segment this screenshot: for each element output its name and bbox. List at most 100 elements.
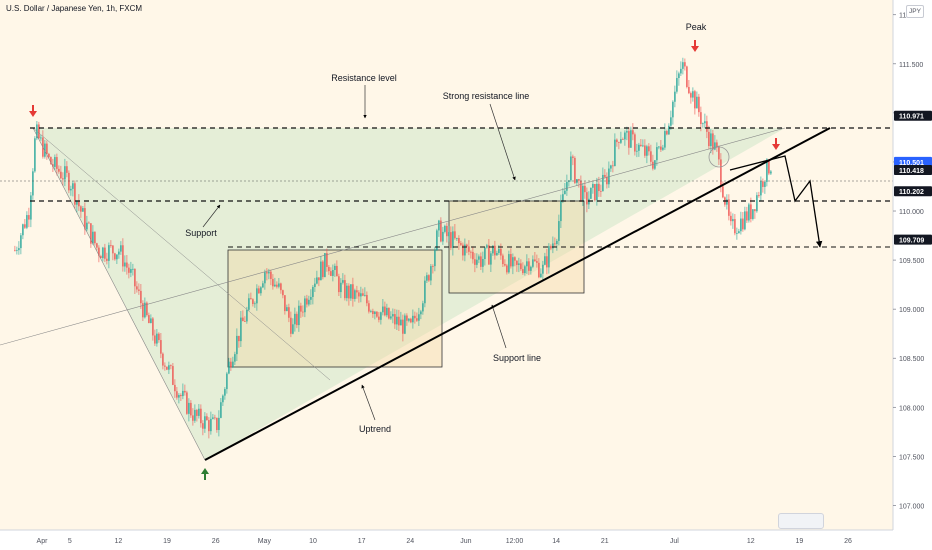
candle-body [194, 409, 196, 421]
tradingview-logo[interactable] [778, 513, 824, 529]
candle-body [362, 293, 364, 296]
candle-body [282, 290, 284, 296]
price-axis[interactable]: 112.000111.500111.000110.500110.000109.5… [893, 13, 924, 511]
channel-inner-line [32, 127, 331, 381]
candle-body [636, 150, 638, 152]
candle-body [164, 365, 166, 367]
red-arrow-icon [772, 138, 780, 150]
candle-body [58, 168, 60, 172]
candle-body [548, 246, 550, 268]
candle-body [196, 409, 198, 416]
candle-body [514, 257, 516, 261]
candle-body [400, 319, 402, 326]
x-tick-label: May [258, 538, 272, 545]
candle-body [168, 365, 170, 370]
price-tag-box [894, 110, 932, 121]
candle-body [702, 123, 704, 125]
time-axis[interactable]: Apr 5 12 19 26 May 10 17 24 Jun 12:00 14 21 Jul 12 19 26 [37, 538, 852, 545]
candle-body [120, 245, 122, 252]
candle-body [502, 255, 504, 265]
candle-body [664, 131, 666, 148]
candle-body [216, 417, 218, 431]
candle-body [80, 206, 82, 212]
candle-body [320, 261, 322, 281]
candle-body [376, 311, 378, 317]
candle-body [144, 302, 146, 318]
candle-body [564, 190, 566, 195]
candle-body [616, 139, 618, 143]
candle-body [258, 288, 260, 294]
candle-body [272, 278, 274, 287]
x-tick-label: Apr [37, 538, 49, 545]
candle-body [744, 211, 746, 230]
x-tick-label: 19 [163, 538, 171, 545]
candle-body [146, 302, 148, 316]
candle-body [672, 101, 674, 118]
candle-body [190, 402, 192, 416]
candle-body [16, 250, 18, 251]
candle-body [276, 284, 278, 287]
candle-body [572, 156, 574, 158]
candle-body [718, 146, 720, 160]
candle-body [38, 124, 40, 139]
candle-body [48, 153, 50, 158]
candle-body [754, 209, 756, 212]
candle-body [78, 200, 80, 207]
currency-badge[interactable]: JPY [906, 5, 924, 18]
candle-body [140, 290, 142, 304]
y-tick-label: 110.000 [899, 209, 924, 216]
candle-body [486, 245, 488, 248]
candle-body [408, 318, 410, 321]
support-label: Support [185, 228, 217, 238]
candle-body [288, 307, 290, 318]
candle-body [62, 178, 64, 180]
price-tag-label: 109.709 [899, 238, 924, 245]
candle-body [694, 91, 696, 109]
candle-body [590, 187, 592, 199]
candle-body [648, 146, 650, 152]
candle-body [44, 143, 46, 157]
candle-body [612, 165, 614, 167]
candle-body [444, 225, 446, 232]
candle-body [74, 183, 76, 205]
candle-body [118, 251, 120, 255]
candle-body [546, 256, 548, 268]
candle-body [230, 361, 232, 368]
candle-body [200, 408, 202, 424]
candle-body [302, 311, 304, 313]
candle-body [656, 147, 658, 161]
candle-body [384, 306, 386, 316]
candle-body [438, 220, 440, 231]
candle-body [312, 286, 314, 297]
candle-body [210, 418, 212, 432]
candle-body [222, 395, 224, 403]
candle-body [492, 245, 494, 254]
candle-body [66, 166, 68, 173]
strong-resistance-line-label: Strong resistance line [443, 91, 530, 101]
candle-body [482, 259, 484, 267]
candle-body [716, 142, 718, 147]
candle-body [768, 159, 770, 174]
candle-body [436, 230, 438, 251]
candle-body [456, 237, 458, 239]
candle-body [596, 183, 598, 201]
candle-body [624, 132, 626, 140]
candle-body [94, 231, 96, 244]
candle-body [116, 254, 118, 260]
candle-body [72, 183, 74, 189]
candle-body [294, 313, 296, 325]
candle-body [532, 259, 534, 267]
candle-body [460, 243, 462, 245]
candle-body [734, 219, 736, 234]
candle-body [160, 340, 162, 354]
candle-body [530, 266, 532, 271]
candle-body [618, 142, 620, 143]
candle-body [598, 183, 600, 192]
x-tick-label: 26 [844, 538, 852, 545]
candle-body [166, 366, 168, 370]
candle-body [682, 62, 684, 69]
candle-body [586, 192, 588, 205]
candle-body [622, 139, 624, 140]
